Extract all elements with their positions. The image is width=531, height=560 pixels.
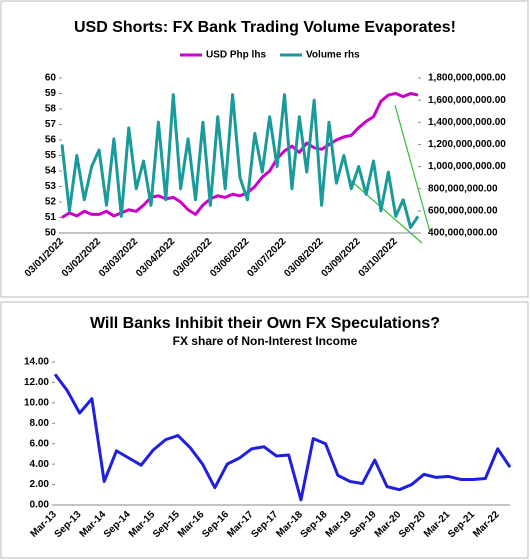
y2-tick-label: 400,000,000.00 (428, 228, 498, 239)
x-tick-label: Sep-14 (102, 509, 133, 540)
x-tick-label: Sep-20 (397, 509, 428, 540)
y-tick-label: 60 (45, 73, 57, 84)
chart-title: USD Shorts: FX Bank Trading Volume Evapo… (74, 19, 456, 36)
y-tick-label: 14.00 (24, 357, 49, 368)
y-tick-label: 0.00 (30, 500, 50, 511)
y-tick-label: 51 (45, 212, 57, 223)
x-tick-label: Sep-18 (299, 509, 330, 540)
y-tick-label: 55 (45, 150, 57, 161)
y-tick-label: 52 (45, 197, 57, 208)
data-line (60, 93, 420, 229)
chart-title: Will Banks Inhibit their Own FX Speculat… (90, 315, 440, 332)
x-tick-label: Mar-22 (471, 509, 502, 540)
legend-label: USD Php lhs (206, 50, 266, 61)
panel (0, 301, 529, 559)
y-tick-label: 53 (45, 181, 57, 192)
y2-tick-label: 1,400,000,000.00 (428, 117, 506, 128)
x-tick-label: Sep-15 (151, 509, 182, 540)
trend-line (394, 104, 431, 233)
y-tick-label: 56 (45, 135, 57, 146)
x-tick-label: 03/10/2022 (357, 236, 400, 279)
y2-tick-label: 1,800,000,000.00 (428, 73, 506, 84)
y-tick-label: 8.00 (30, 418, 50, 429)
panel (0, 0, 529, 298)
y-tick-label: 50 (45, 228, 57, 239)
y-tick-label: 59 (45, 88, 57, 99)
y2-tick-label: 1,000,000,000.00 (428, 161, 506, 172)
y-tick-label: 54 (45, 166, 57, 177)
chart-subtitle: FX share of Non-Interest Income (173, 334, 358, 348)
data-line (53, 373, 512, 502)
y2-tick-label: 1,200,000,000.00 (428, 139, 506, 150)
legend-label: Volume rhs (306, 50, 360, 61)
y-tick-label: 57 (45, 119, 57, 130)
x-tick-label: Sep-19 (348, 509, 379, 540)
y-tick-label: 12.00 (24, 377, 49, 388)
y-tick-label: 10.00 (24, 397, 49, 408)
x-tick-label: Sep-17 (249, 509, 280, 540)
y2-tick-label: 600,000,000.00 (428, 205, 498, 216)
y2-tick-label: 800,000,000.00 (428, 183, 498, 194)
y-tick-label: 58 (45, 104, 57, 115)
y2-tick-label: 1,600,000,000.00 (428, 95, 506, 106)
y-tick-label: 2.00 (30, 479, 50, 490)
y-tick-label: 4.00 (30, 459, 50, 470)
x-tick-label: Sep-13 (53, 509, 84, 540)
y-tick-label: 6.00 (30, 438, 50, 449)
x-tick-label: Sep-16 (200, 509, 231, 540)
x-tick-label: Sep-21 (446, 509, 477, 540)
